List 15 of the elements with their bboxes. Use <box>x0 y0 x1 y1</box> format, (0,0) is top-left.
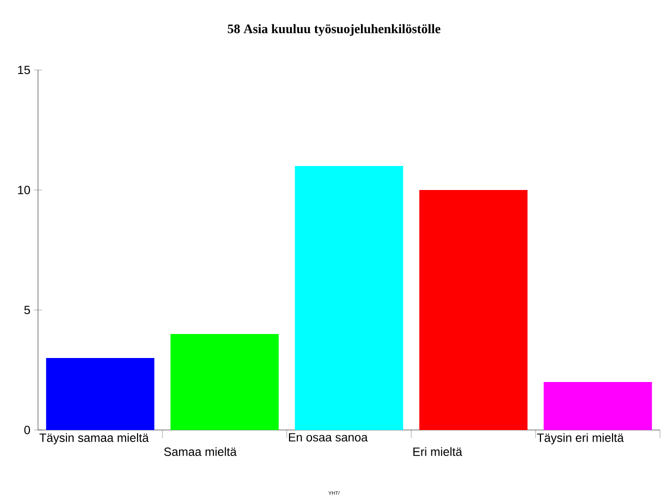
bar <box>170 334 279 430</box>
y-tick-label: 10 <box>18 186 30 194</box>
x-tick-label: Eri mieltä <box>413 447 462 456</box>
x-tick-label: Täysin eri mieltä <box>537 433 624 444</box>
x-tick-label: Täysin samaa mieltä <box>39 433 149 444</box>
y-tick-label: 5 <box>24 306 30 314</box>
y-tick-label: 15 <box>18 66 30 74</box>
bar <box>544 382 652 430</box>
bar <box>46 358 154 430</box>
bar <box>419 190 528 430</box>
y-tick-label: 0 <box>24 426 30 434</box>
x-tick-label: Samaa mieltä <box>164 447 237 456</box>
x-tick-label: En osaa sanoa <box>288 433 368 442</box>
bar <box>294 166 404 430</box>
chart-title: 58 Asia kuuluu työsuojeluhenkilöstölle <box>228 24 440 36</box>
